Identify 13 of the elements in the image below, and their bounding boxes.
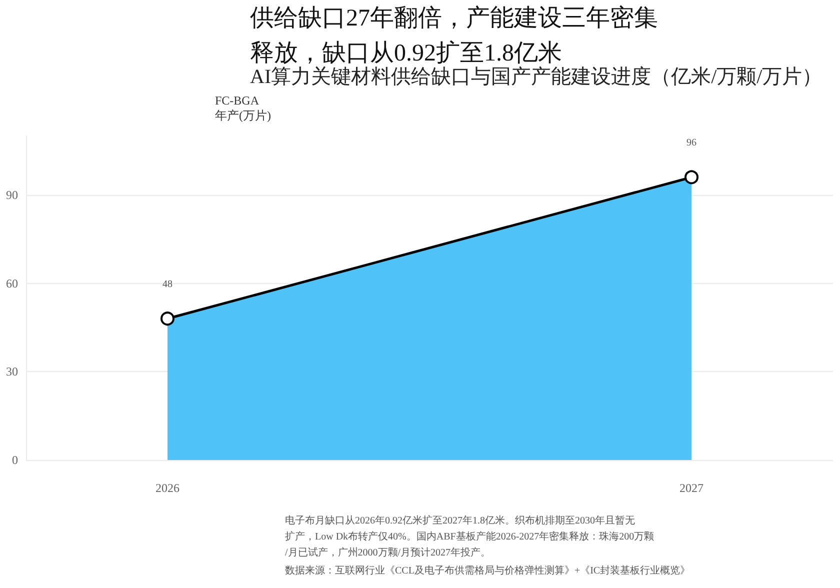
y-tick-label: 60 (6, 276, 18, 290)
chart-subtitle: AI算力关键材料供给缺口与国产产能建设进度（亿米/万颗/万片） (250, 66, 822, 88)
x-tick-label: 2027 (680, 481, 704, 495)
y-tick-label: 0 (12, 453, 18, 467)
data-label: 96 (686, 138, 697, 149)
chart-title: 供给缺口27年翻倍，产能建设三年密集释放，缺口从0.92扩至1.8亿米 (250, 4, 658, 66)
data-label: 48 (162, 279, 172, 290)
text: FC-BGA 年产(万片) (215, 94, 271, 122)
source-note: 数据来源：互联网行业《CCL及电子布供需格局与价格弹性测算》+《IC封装基板行业概览》 (285, 564, 690, 576)
text: 电子布月缺口从2026年0.92亿米扩至2027年1.8亿米。织布机排期至2030年且暂无扩产，Low Dk布转产仅40%。国内ABF基板产能2026-2027年密集释放：珠海200万颗/月已试产，广州2000万颗/月预计2027年投产。 (285, 514, 654, 558)
x-tick-label: 2026 (155, 481, 180, 495)
y-tick-label: 30 (6, 364, 18, 379)
y-tick-label: 90 (6, 188, 18, 202)
